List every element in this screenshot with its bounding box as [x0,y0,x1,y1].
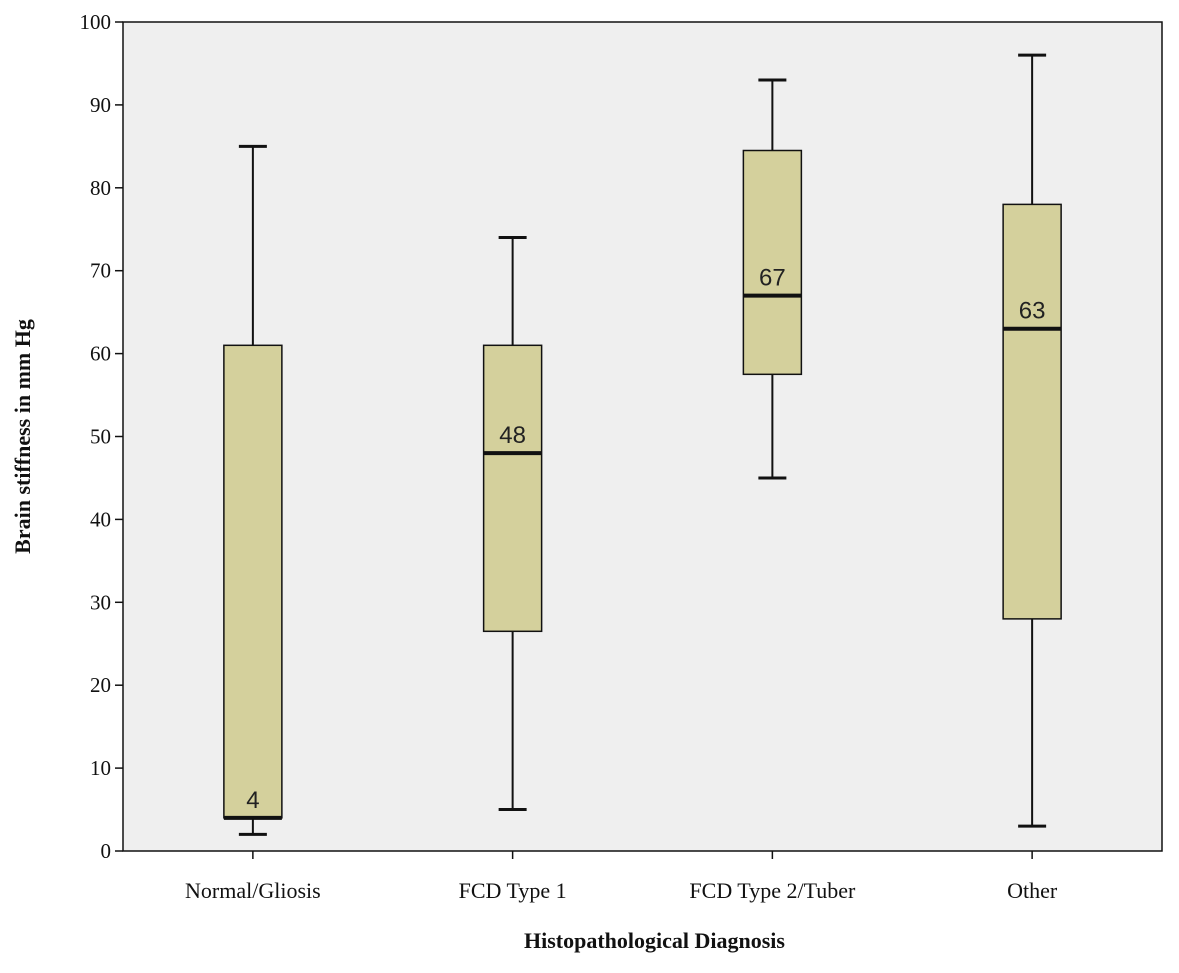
y-axis-title: Brain stiffness in mm Hg [10,319,35,554]
y-tick-label: 20 [90,673,111,697]
y-tick-label: 10 [90,756,111,780]
x-axis-title: Histopathological Diagnosis [524,928,785,953]
iqr-box [1002,203,1062,620]
iqr-box [223,344,283,819]
y-axis: 0 10 20 30 40 50 60 70 80 90 100 [80,10,123,863]
y-tick-label: 50 [90,425,111,449]
y-tick-label: 80 [90,176,111,200]
box-group: 48 [482,236,543,812]
y-tick-label: 30 [90,590,111,614]
box-group: 4 [223,144,283,836]
x-tick-label: FCD Type 2/Tuber [689,878,856,903]
iqr-box [742,149,803,376]
plot-area [122,21,1163,852]
box-series: 4 48 67 63 [223,53,1062,836]
median-label: 48 [499,422,526,449]
x-tick-label: Other [1007,878,1058,903]
y-tick-label: 100 [80,10,112,34]
median-label: 4 [246,787,259,814]
y-tick-label: 90 [90,93,111,117]
x-tick-label: FCD Type 1 [459,878,567,903]
box-group: 67 [742,78,803,480]
y-tick-label: 70 [90,259,111,283]
median-label: 67 [759,265,786,292]
box-group: 63 [1002,53,1062,828]
median-label: 63 [1019,298,1046,325]
y-tick-label: 0 [101,839,112,863]
y-tick-label: 60 [90,342,111,366]
x-axis: Normal/Gliosis FCD Type 1 FCD Type 2/Tuber… [185,851,1058,903]
y-tick-label: 40 [90,507,111,531]
iqr-box [482,344,543,633]
x-tick-label: Normal/Gliosis [185,878,321,903]
